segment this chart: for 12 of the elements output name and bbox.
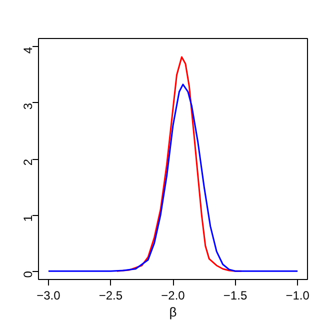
x-tick-label: −2.0 bbox=[161, 288, 186, 302]
x-axis-title: β bbox=[169, 304, 177, 320]
line-series bbox=[48, 84, 298, 272]
y-tick-label: 1 bbox=[21, 214, 35, 222]
x-tick-label: −1.5 bbox=[223, 288, 248, 302]
x-tick-label: −3.0 bbox=[36, 288, 61, 302]
y-tick-label: 3 bbox=[21, 102, 35, 110]
y-tick-label: 4 bbox=[21, 46, 35, 54]
y-tick-label: 0 bbox=[21, 270, 35, 278]
x-tick-label: −2.5 bbox=[98, 288, 123, 302]
x-tick-label: −1.0 bbox=[286, 288, 310, 302]
y-tick-label: 2 bbox=[21, 158, 35, 166]
